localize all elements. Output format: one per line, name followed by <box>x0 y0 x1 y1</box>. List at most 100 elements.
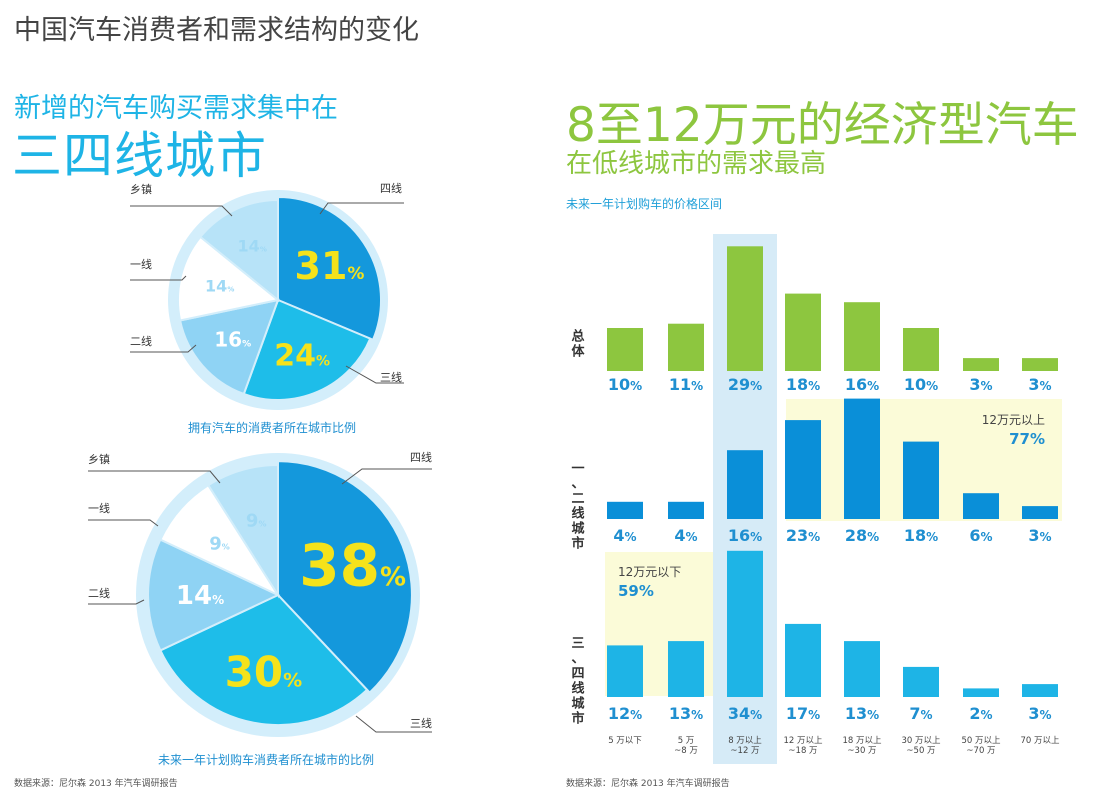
pie-charts: 31%24%16%14%14%四线三线二线一线乡镇拥有汽车的消费者所在城市比例3… <box>88 181 432 767</box>
bar <box>727 450 763 519</box>
pie-slice <box>147 538 281 652</box>
x-tick-label: 5 万以下 <box>608 736 642 746</box>
bar-value-label: 23% <box>786 526 820 545</box>
bar-value-label: 4% <box>613 526 636 545</box>
bar <box>963 493 999 519</box>
bar-value-label: 34% <box>728 704 762 723</box>
pie-leader-line <box>130 344 197 353</box>
bar-value-label: 2% <box>969 704 992 723</box>
pie-slice-label: 二线 <box>88 586 110 600</box>
pie-slice-label: 乡镇 <box>88 452 110 466</box>
bar <box>727 550 763 697</box>
pie-slice-value: 38% <box>299 532 406 600</box>
bar <box>607 501 643 519</box>
pie-slice <box>178 298 280 396</box>
bar-chart-subtitle: 未来一年计划购车的价格区间 <box>566 197 723 211</box>
bar-series-3: 12% 13% 34% 17% 13% 7% 2% 3% 三、四线城市 <box>571 550 1058 727</box>
bar-value-label: 28% <box>845 526 879 545</box>
pie-slice-label: 三线 <box>380 370 402 384</box>
bar-value-label: 16% <box>728 526 762 545</box>
bar <box>668 501 704 519</box>
x-tick-label: 30 万以上~50 万 <box>901 736 941 756</box>
pie-slice-value: 30% <box>225 647 303 696</box>
bar <box>607 328 643 371</box>
page-title: 中国汽车消费者和需求结构的变化 <box>14 15 419 46</box>
annotation-value: 59% <box>618 582 654 600</box>
pie-slice-label: 一线 <box>88 501 110 515</box>
bar-value-label: 13% <box>845 704 879 723</box>
pie-slice-value: 9% <box>246 510 267 531</box>
left-heading-line2: 三四线城市 <box>12 127 267 185</box>
bar-value-label: 3% <box>1028 704 1051 723</box>
right-heading-line2: 在低线城市的需求最高 <box>566 149 827 179</box>
pie-slice-value: 31% <box>295 244 365 288</box>
bar <box>903 666 939 697</box>
right-source-note: 数据来源：尼尔森 2013 年汽车调研报告 <box>566 779 730 789</box>
bar <box>844 398 880 519</box>
bar <box>844 641 880 697</box>
bar-row-label: 三、四线城市 <box>571 637 584 727</box>
pie-slice <box>198 198 279 303</box>
x-tick-label: 70 万以上 <box>1020 736 1060 746</box>
bar-value-label: 10% <box>608 375 642 394</box>
x-tick-label: 8 万以上~12 万 <box>728 736 762 756</box>
bar-series-2: 4% 4% 16% 23% 28% 18% 6% 3% 一、二线城市 <box>571 398 1058 552</box>
pie-leader-line <box>355 715 432 733</box>
pie-chart-title: 未来一年计划购车消费者所在城市的比例 <box>158 752 374 767</box>
bar <box>844 302 880 371</box>
bar-value-label: 18% <box>786 375 820 394</box>
pie-slice <box>277 195 382 342</box>
pie-leader-line <box>341 468 432 485</box>
bar-value-label: 18% <box>904 526 938 545</box>
pie-slice-value: 14% <box>238 236 267 255</box>
pie-leader-line <box>88 519 159 527</box>
x-tick-label: 12 万以上~18 万 <box>783 736 823 756</box>
bar <box>668 641 704 697</box>
pie-slice-value: 14% <box>176 581 224 611</box>
left-source-note: 数据来源：尼尔森 2013 年汽车调研报告 <box>14 779 178 789</box>
pie-slice-label: 二线 <box>130 334 152 348</box>
bar <box>668 323 704 371</box>
pie-slice-label: 四线 <box>410 450 432 464</box>
x-tick-label: 18 万以上~30 万 <box>842 736 882 756</box>
bar-row-label: 一、二线城市 <box>571 462 584 552</box>
bar <box>903 328 939 371</box>
bar-value-label: 4% <box>674 526 697 545</box>
pie-slice <box>206 463 279 599</box>
pie-leader-line <box>130 275 187 281</box>
annotation-value: 77% <box>1009 430 1045 448</box>
bar <box>785 293 821 371</box>
bar-row-label: 总体 <box>571 329 585 360</box>
pie-slice-label: 一线 <box>130 257 152 271</box>
bar-value-label: 17% <box>786 704 820 723</box>
left-heading-line1: 新增的汽车购买需求集中在 <box>14 93 338 124</box>
x-tick-label: 5 万~8 万 <box>674 736 698 756</box>
pie-slice-label: 三线 <box>410 716 432 730</box>
pie-leader-line <box>88 599 145 605</box>
annotation-label: 12万元以下 <box>618 565 681 579</box>
bar <box>963 358 999 371</box>
pie-leader-line <box>319 202 404 215</box>
pie-leader-line <box>345 365 404 384</box>
pie-slice-value: 24% <box>274 339 330 374</box>
pie-slice-label: 四线 <box>380 181 402 195</box>
pie-leader-line <box>130 205 233 217</box>
bar-value-label: 12% <box>608 704 642 723</box>
bar-value-label: 11% <box>669 375 703 394</box>
bar-value-label: 6% <box>969 526 992 545</box>
annotation-label: 12万元以上 <box>982 413 1045 427</box>
pie-slice <box>159 593 369 726</box>
bar <box>607 645 643 697</box>
pie-slice-label: 乡镇 <box>130 182 152 196</box>
bar-value-label: 29% <box>728 375 762 394</box>
bar <box>785 623 821 697</box>
bar <box>727 246 763 371</box>
pie-slice-value: 9% <box>209 534 230 555</box>
bar-value-label: 3% <box>1028 526 1051 545</box>
pie-slice <box>277 460 413 695</box>
bar-value-label: 13% <box>669 704 703 723</box>
pie-slice-value: 14% <box>205 277 234 296</box>
bar <box>1022 506 1058 519</box>
